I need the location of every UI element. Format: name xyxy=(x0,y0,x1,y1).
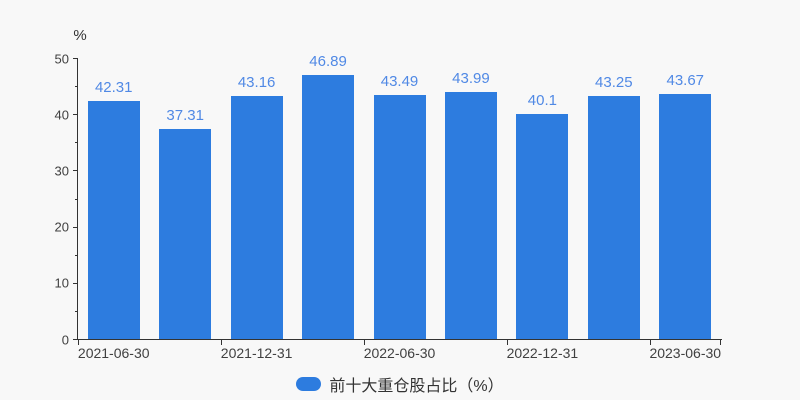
x-axis-tick xyxy=(506,340,508,345)
y-axis-tick xyxy=(73,58,78,59)
x-axis-tick xyxy=(220,340,222,345)
bar-value-label: 43.67 xyxy=(666,71,705,89)
x-axis-tick xyxy=(720,340,721,345)
bar-value-label: 46.89 xyxy=(309,53,347,71)
x-axis-tick-label: 2023-06-30 xyxy=(649,345,722,361)
y-axis-tick-label: 0 xyxy=(61,332,69,347)
x-axis-tick xyxy=(78,340,79,345)
y-axis-tick xyxy=(73,114,78,116)
legend-item[interactable]: 前十大重仓股占比（%） xyxy=(0,375,800,395)
x-axis-tick xyxy=(649,340,651,345)
bar[interactable] xyxy=(87,101,140,339)
x-axis-tick xyxy=(363,340,365,345)
y-axis-minor-tick xyxy=(75,254,78,256)
bar[interactable] xyxy=(159,129,212,339)
bar-value-label: 43.16 xyxy=(237,74,276,92)
plot-area: 42.31 37.31 43.16 46.89 43.49 43.99 40.1 43.25 4… xyxy=(55,51,722,361)
bar[interactable] xyxy=(373,94,426,339)
y-axis-minor-tick xyxy=(75,198,78,200)
y-axis-tick-label: 20 xyxy=(54,219,69,235)
bar-value-label: 42.31 xyxy=(94,79,133,97)
legend-label: 前十大重仓股占比（%） xyxy=(329,378,504,395)
bar[interactable] xyxy=(302,75,355,339)
y-axis-tick xyxy=(73,226,78,228)
y-axis-tick-label: 10 xyxy=(54,275,69,291)
y-axis-unit-label: % xyxy=(73,27,87,44)
x-axis-tick-label: 2022-12-31 xyxy=(506,345,579,361)
legend-marker xyxy=(296,377,322,391)
bar-value-label: 37.31 xyxy=(166,107,204,125)
x-axis-tick-label: 2021-12-31 xyxy=(220,345,293,361)
y-axis-minor-tick xyxy=(75,142,78,144)
y-axis-tick-label: 40 xyxy=(54,107,69,123)
y-axis-tick xyxy=(73,282,78,284)
y-axis-minor-tick xyxy=(75,310,78,312)
bar[interactable] xyxy=(659,93,712,339)
x-axis-line xyxy=(77,339,722,340)
y-axis-tick xyxy=(73,170,78,172)
bar-value-label: 40.1 xyxy=(527,91,557,109)
bar[interactable] xyxy=(230,96,283,339)
bar[interactable] xyxy=(587,95,640,339)
y-axis-tick xyxy=(73,339,78,340)
x-axis-tick-label: 2021-06-30 xyxy=(77,345,150,361)
bar[interactable] xyxy=(516,113,569,339)
x-axis-tick-label: 2022-06-30 xyxy=(363,345,436,361)
bar[interactable] xyxy=(444,91,497,339)
bar-value-label: 43.25 xyxy=(595,73,633,91)
y-axis-minor-tick xyxy=(75,86,78,88)
y-axis-tick-label: 50 xyxy=(54,51,69,66)
y-axis-tick-label: 30 xyxy=(54,163,69,179)
bar-value-label: 43.99 xyxy=(452,69,490,87)
bar-value-label: 43.49 xyxy=(380,72,419,90)
